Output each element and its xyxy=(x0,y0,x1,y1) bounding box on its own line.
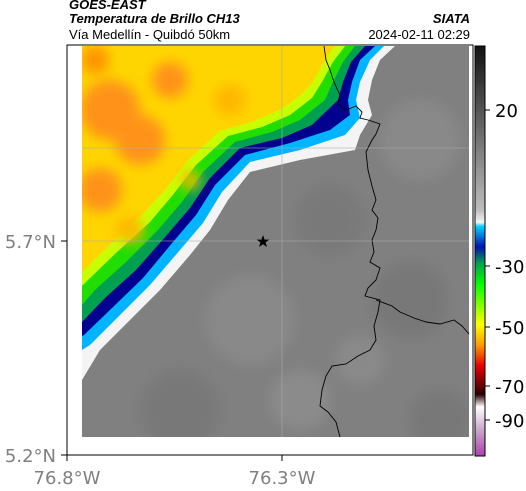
colorbar-gradient xyxy=(475,46,485,456)
texture-blobs xyxy=(140,100,469,437)
coastline xyxy=(319,45,470,438)
lon-label-76-3: 76.3°W xyxy=(249,468,316,489)
temperature-field xyxy=(82,46,469,437)
colorbar-tick-20: 20 xyxy=(495,101,518,122)
colorbar-frame xyxy=(474,45,486,457)
colorbar-tick-minus70: -70 xyxy=(495,377,524,398)
graticule xyxy=(82,46,469,437)
lat-label-5-2: 5.2°N xyxy=(5,446,56,467)
timestamp-label: 2024-02-11 02:29 xyxy=(368,27,470,42)
star-icon xyxy=(256,235,270,247)
colorbar-tick-minus50: -50 xyxy=(495,318,524,339)
colorbar-tick-minus30: -30 xyxy=(495,257,524,278)
cold-cloud-system xyxy=(82,46,395,380)
colorbar-tick-minus90: -90 xyxy=(495,411,524,432)
plot-frame xyxy=(66,44,474,456)
colorbar: 20 -30 -50 -70 -90 xyxy=(474,45,524,457)
axis-ticks xyxy=(61,240,283,461)
brand-label: GOES-EAST xyxy=(69,0,146,12)
lat-label-5-7: 5.7°N xyxy=(5,232,56,253)
lon-label-76-8: 76.8°W xyxy=(34,468,101,489)
route-label: Vía Medellín - Quibdó 50km xyxy=(69,27,231,42)
agency-label: SIATA xyxy=(432,11,470,26)
product-title: Temperatura de Brillo CH13 xyxy=(69,11,240,26)
